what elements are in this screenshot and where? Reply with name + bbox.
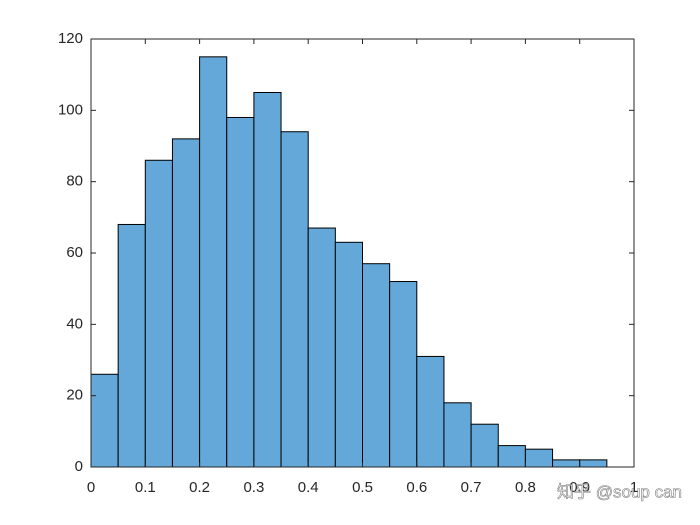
bar	[443, 402, 472, 468]
bar	[171, 138, 201, 468]
bar	[144, 159, 173, 468]
y-tick-label: 40	[66, 315, 83, 332]
bar	[524, 448, 554, 468]
y-tick-label: 0	[75, 458, 83, 475]
y-tick-label: 80	[66, 173, 83, 190]
bar	[497, 445, 526, 468]
x-tick-label: 0.7	[461, 479, 482, 496]
bar	[579, 459, 608, 468]
x-tick-label: 0.8	[515, 479, 536, 496]
bar	[552, 459, 581, 468]
bar	[389, 281, 418, 468]
y-tick-label: 60	[66, 244, 83, 261]
bar	[362, 263, 391, 468]
x-tick-label: 0.4	[298, 479, 319, 496]
x-tick-label: 0	[87, 479, 95, 496]
bar	[117, 223, 146, 468]
bar	[253, 92, 282, 468]
bar	[280, 131, 309, 468]
y-tick-label: 100	[58, 101, 83, 118]
x-tick-label: 0.3	[243, 479, 264, 496]
x-tick-label: 0.9	[569, 479, 590, 496]
bar	[90, 373, 119, 468]
x-tick-label: 0.1	[135, 479, 156, 496]
bar	[226, 116, 255, 468]
watermark: 知乎 @soup can	[557, 482, 682, 501]
y-tick-label: 20	[66, 387, 83, 404]
x-tick-label: 0.2	[189, 479, 210, 496]
bar	[416, 355, 445, 468]
y-tick-label: 120	[58, 30, 83, 47]
bar	[334, 241, 364, 468]
x-tick-label: 1	[630, 479, 638, 496]
x-tick-label: 0.5	[352, 479, 373, 496]
x-tick-label: 0.6	[406, 479, 427, 496]
bar	[199, 56, 228, 468]
bar	[470, 423, 499, 468]
bar	[307, 227, 336, 468]
